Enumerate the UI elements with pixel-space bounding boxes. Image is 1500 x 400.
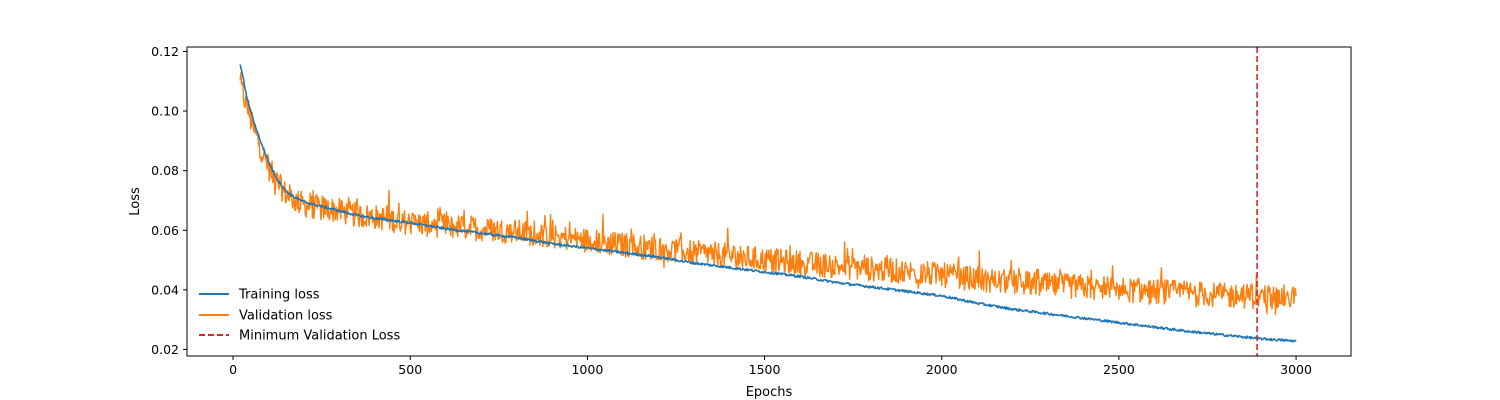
legend: Training loss Validation loss Minimum Va… — [199, 288, 400, 344]
y-tick-label: 0.10 — [151, 104, 179, 119]
axes-frame — [186, 46, 1352, 357]
y-tick-label: 0.12 — [151, 44, 179, 59]
x-tick-label: 500 — [398, 362, 422, 377]
x-tick-label: 1500 — [749, 362, 781, 377]
x-axis-label: Epochs — [746, 385, 793, 400]
y-tick-label: 0.06 — [151, 223, 179, 238]
plot-area — [239, 47, 1297, 356]
x-tick-label: 2000 — [926, 362, 958, 377]
x-tick-label: 0 — [229, 362, 237, 377]
y-tick-label: 0.02 — [151, 342, 179, 357]
y-axis: 0.02 0.04 0.06 0.08 0.10 0.12 — [151, 44, 187, 357]
x-tick-label: 3000 — [1280, 362, 1312, 377]
legend-label-min-validation: Minimum Validation Loss — [239, 329, 400, 344]
x-tick-label: 2500 — [1103, 362, 1135, 377]
training-loss-line — [239, 64, 1297, 343]
validation-loss-line — [239, 72, 1297, 316]
y-tick-label: 0.04 — [151, 282, 179, 297]
y-axis-label: Loss — [128, 187, 143, 216]
x-tick-label: 1000 — [571, 362, 603, 377]
x-axis: 0 500 1000 1500 2000 2500 3000 — [229, 356, 1312, 377]
legend-label-validation: Validation loss — [239, 309, 333, 324]
y-tick-label: 0.08 — [151, 163, 179, 178]
legend-label-training: Training loss — [238, 288, 320, 303]
